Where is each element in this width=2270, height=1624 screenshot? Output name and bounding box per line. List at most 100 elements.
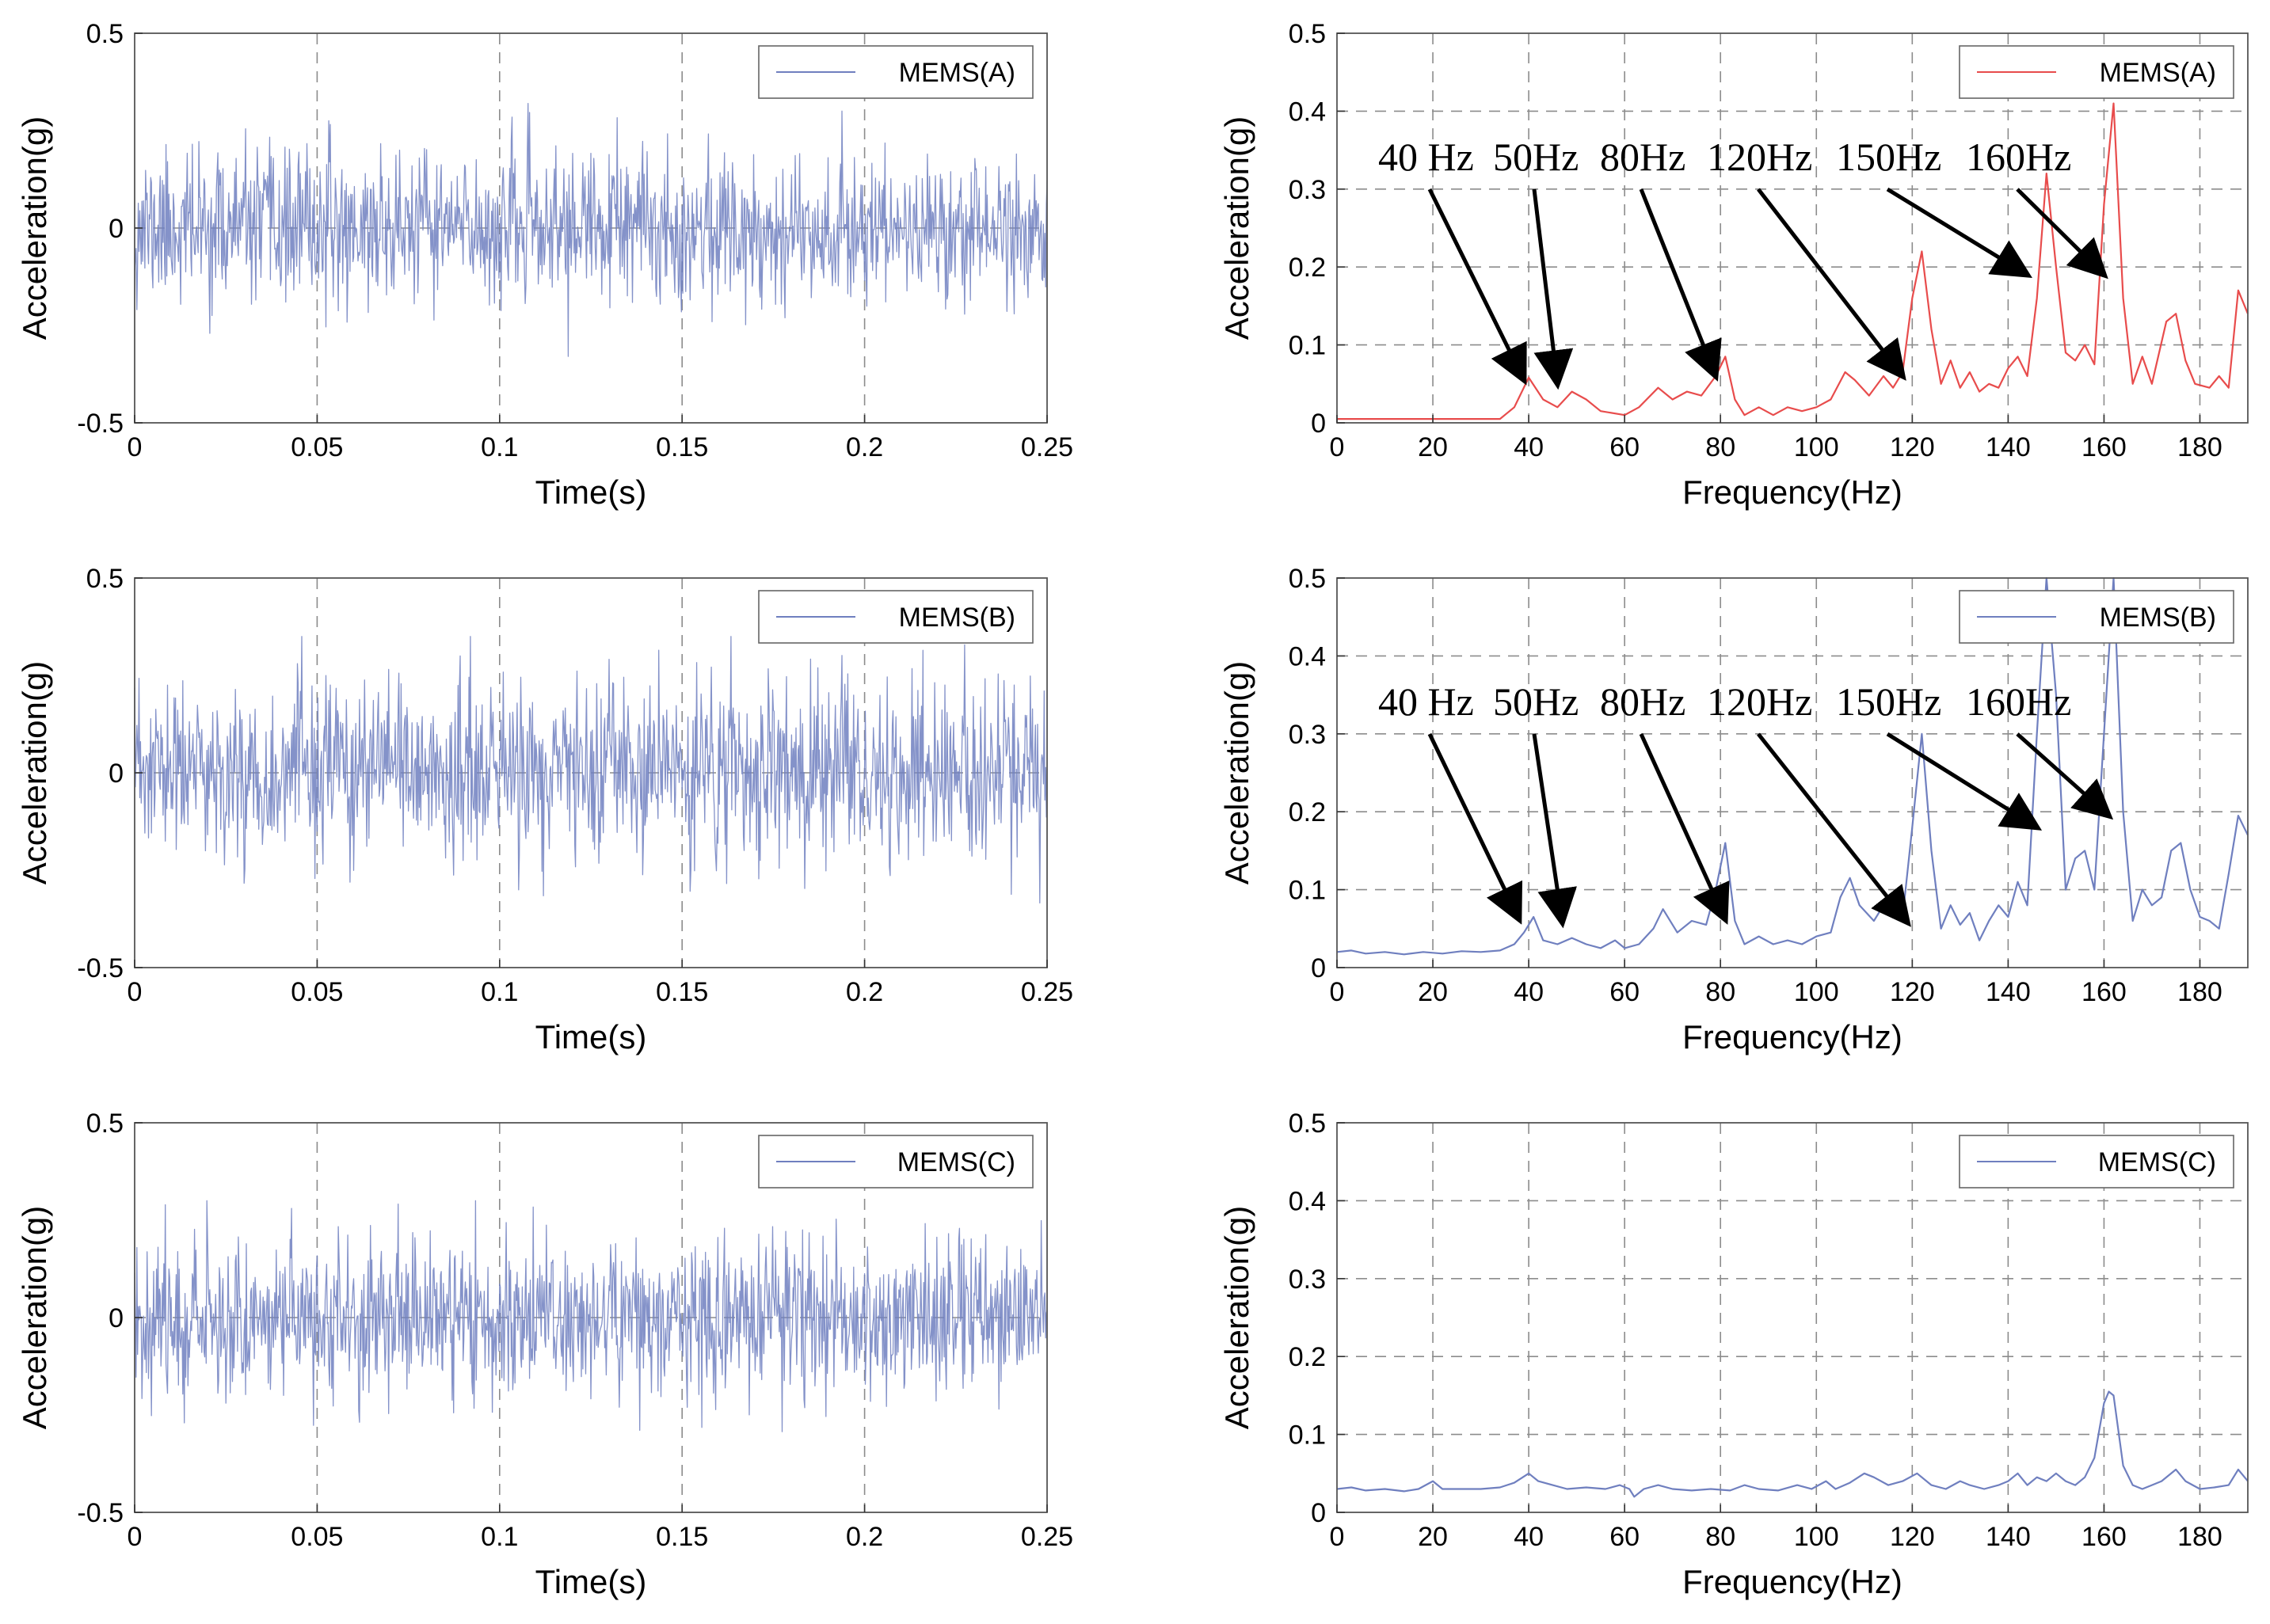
y-tick-label: 0.5 bbox=[1289, 19, 1326, 49]
x-tick-label: 140 bbox=[1986, 432, 2031, 462]
y-tick-label: 0.5 bbox=[86, 19, 124, 49]
x-tick-label: 80 bbox=[1705, 432, 1735, 462]
x-tick-label: 0.2 bbox=[846, 977, 883, 1007]
legend: MEMS(B) bbox=[1959, 590, 2234, 644]
series-line bbox=[1336, 576, 2249, 956]
x-tick-label: 120 bbox=[1890, 1522, 1935, 1552]
legend-label: MEMS(C) bbox=[2098, 1147, 2216, 1177]
x-tick-label: 0 bbox=[128, 977, 143, 1007]
y-tick-label: 0.2 bbox=[1289, 1342, 1326, 1372]
panel-time-a: 0 0.05 0.1 0.15 0.2 0.25-0.500.5Time(s)Accele… bbox=[16, 19, 1073, 511]
x-tick-label: 60 bbox=[1609, 432, 1640, 462]
series-line bbox=[1336, 1390, 2249, 1498]
y-axis-label: Acceleration(g) bbox=[16, 1206, 53, 1429]
x-axis-label: Frequency(Hz) bbox=[1682, 1018, 1902, 1055]
y-tick-label: 0.4 bbox=[1289, 641, 1326, 671]
legend-label: MEMS(B) bbox=[899, 603, 1015, 633]
y-tick-label: 0.1 bbox=[1289, 331, 1326, 361]
y-axis-label: Acceleration(g) bbox=[16, 661, 53, 884]
y-tick-label: 0 bbox=[1311, 953, 1326, 983]
annotation-label: 80Hz bbox=[1600, 679, 1685, 724]
annotation-arrow bbox=[1639, 732, 1730, 925]
annotation-arrow bbox=[2016, 732, 2114, 820]
x-tick-label: 180 bbox=[2177, 1522, 2222, 1552]
y-tick-label: -0.5 bbox=[77, 953, 124, 983]
annotation-arrow bbox=[1427, 732, 1523, 925]
annotation-arrow bbox=[1886, 732, 2043, 831]
x-tick-label: 0.05 bbox=[291, 1522, 343, 1552]
x-tick-label: 0.25 bbox=[1021, 1522, 1073, 1552]
annotation-label: 150Hz bbox=[1836, 135, 1941, 179]
annotation-arrow bbox=[1639, 188, 1722, 382]
series-line bbox=[1337, 102, 2249, 420]
legend: MEMS(B) bbox=[758, 590, 1034, 644]
x-tick-label: 100 bbox=[1794, 1522, 1839, 1552]
x-tick-label: 0.1 bbox=[481, 1522, 518, 1552]
panel-freq-c: 0 20 40 60 80 100 120 140 160 180 0 0.1 0.2 0.3 0.4 0.5… bbox=[1218, 1109, 2249, 1600]
x-tick-label: 0.1 bbox=[481, 432, 518, 462]
y-tick-label: 0.3 bbox=[1289, 1265, 1326, 1295]
x-tick-label: 180 bbox=[2177, 432, 2222, 462]
x-tick-label: 40 bbox=[1514, 1522, 1544, 1552]
x-tick-label: 120 bbox=[1890, 977, 1935, 1007]
x-axis-label: Frequency(Hz) bbox=[1682, 474, 1902, 511]
x-tick-label: 120 bbox=[1890, 432, 1935, 462]
x-tick-label: 0.15 bbox=[656, 432, 708, 462]
y-tick-label: 0.1 bbox=[1289, 1421, 1326, 1451]
annotation-label: 40 Hz bbox=[1378, 679, 1474, 724]
x-tick-label: 0 bbox=[1330, 977, 1345, 1007]
x-axis-label: Time(s) bbox=[535, 1018, 647, 1055]
y-tick-label: 0.2 bbox=[1289, 253, 1326, 283]
x-tick-label: 0.25 bbox=[1021, 977, 1073, 1007]
x-axis-label: Time(s) bbox=[535, 1563, 647, 1600]
legend: MEMS(C) bbox=[758, 1135, 1034, 1189]
series-line bbox=[134, 636, 1048, 904]
y-tick-label: 0.3 bbox=[1289, 720, 1326, 750]
x-tick-label: 0.05 bbox=[291, 977, 343, 1007]
annotation-arrow bbox=[1532, 188, 1574, 390]
y-tick-label: -0.5 bbox=[77, 409, 124, 439]
x-tick-label: 160 bbox=[2081, 1522, 2127, 1552]
annotations: 40 Hz 50Hz 80Hz 120Hz 150Hz 160Hz bbox=[1378, 679, 2114, 929]
annotation-label: 50Hz bbox=[1493, 135, 1579, 179]
x-tick-label: 140 bbox=[1986, 1522, 2031, 1552]
annotation-arrow bbox=[1757, 732, 1911, 927]
x-tick-label: 20 bbox=[1418, 432, 1448, 462]
y-tick-label: 0 bbox=[1311, 409, 1326, 439]
x-tick-label: 0.25 bbox=[1021, 432, 1073, 462]
legend-label: MEMS(A) bbox=[2100, 58, 2216, 88]
legend-label: MEMS(A) bbox=[899, 58, 1015, 88]
x-tick-label: 140 bbox=[1986, 977, 2031, 1007]
x-tick-label: 0.2 bbox=[846, 432, 883, 462]
x-tick-label: 80 bbox=[1705, 977, 1735, 1007]
y-tick-label: 0.1 bbox=[1289, 876, 1326, 906]
y-tick-label: 0.5 bbox=[1289, 564, 1326, 594]
x-tick-label: 0 bbox=[1330, 1522, 1345, 1552]
annotation-label: 160Hz bbox=[1966, 135, 2071, 179]
x-tick-label: 160 bbox=[2081, 977, 2127, 1007]
y-tick-label: 0.4 bbox=[1289, 97, 1326, 127]
x-tick-label: 0.2 bbox=[846, 1522, 883, 1552]
x-tick-label: 100 bbox=[1794, 432, 1839, 462]
annotation-label: 80Hz bbox=[1600, 135, 1685, 179]
x-tick-label: 0 bbox=[128, 432, 143, 462]
annotation-label: 40 Hz bbox=[1378, 135, 1474, 179]
series-line bbox=[134, 1200, 1048, 1432]
x-tick-label: 160 bbox=[2081, 432, 2127, 462]
y-axis-label: Acceleration(g) bbox=[1218, 1206, 1255, 1429]
legend-label: MEMS(C) bbox=[897, 1147, 1015, 1177]
annotation-label: 120Hz bbox=[1707, 135, 1812, 179]
axes-frame bbox=[1336, 577, 2249, 968]
annotation-arrow bbox=[1532, 733, 1577, 929]
annotation-arrow bbox=[1427, 188, 1527, 386]
x-tick-label: 180 bbox=[2177, 977, 2222, 1007]
annotation-arrow bbox=[1757, 188, 1906, 381]
panel-time-c: 0 0.05 0.1 0.15 0.2 0.25-0.500.5Time(s)Accele… bbox=[16, 1109, 1073, 1600]
series-line bbox=[134, 102, 1048, 357]
x-tick-label: 0.15 bbox=[656, 977, 708, 1007]
legend: MEMS(A) bbox=[1959, 45, 2234, 99]
x-tick-label: 0.1 bbox=[481, 977, 518, 1007]
x-tick-label: 40 bbox=[1514, 977, 1544, 1007]
axes-frame bbox=[1336, 32, 2249, 424]
